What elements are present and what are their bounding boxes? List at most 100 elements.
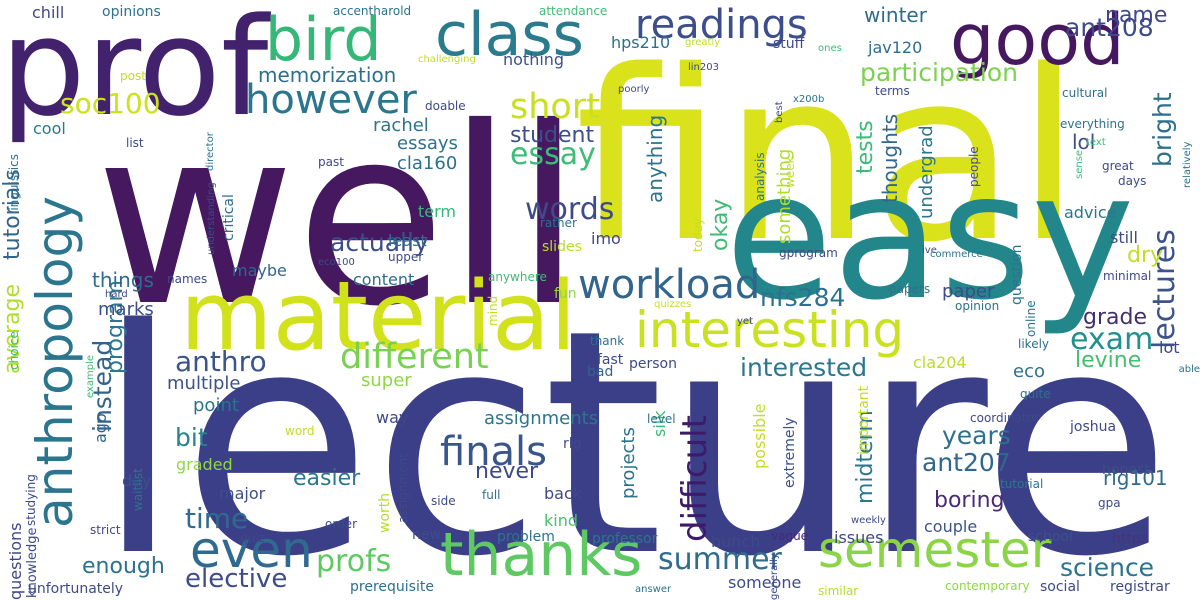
word-189: past	[318, 155, 344, 169]
word-5: material	[180, 262, 577, 372]
word-7: class	[435, 0, 584, 70]
word-135: coordinator	[970, 411, 1039, 425]
word-169: accentharold	[333, 4, 412, 18]
word-126: contemporary	[945, 579, 1030, 593]
word-86: cool	[33, 119, 66, 138]
word-171: challenging	[418, 54, 476, 65]
word-12: semester	[818, 521, 1052, 579]
word-192: eco100	[318, 257, 355, 268]
word-144: opinion	[955, 299, 1000, 313]
word-79: assignments	[484, 408, 599, 429]
word-15: however	[245, 77, 417, 123]
word-30: bright	[1148, 92, 1177, 167]
word-150: yet	[737, 316, 753, 327]
word-101: eco	[1013, 361, 1045, 382]
word-85: question	[1009, 244, 1025, 305]
word-102: cla204	[913, 353, 967, 372]
word-69: cla160	[397, 153, 458, 174]
word-77: super	[361, 370, 412, 391]
word-108: lot	[1159, 338, 1180, 357]
word-68: maybe	[232, 261, 287, 280]
word-149: quizzes	[654, 299, 692, 310]
word-39: interested	[740, 353, 868, 382]
word-3: easy	[725, 136, 1135, 339]
word-118: vague	[771, 529, 809, 543]
word-60: lol	[1072, 130, 1096, 154]
word-123: unfortunately	[28, 581, 124, 597]
word-59: rachel	[373, 115, 429, 136]
word-162: quiz	[240, 531, 265, 545]
word-71: term	[418, 202, 456, 221]
word-23: summer	[658, 542, 782, 577]
word-26: soc100	[60, 87, 161, 120]
word-184: relatively	[1182, 141, 1193, 188]
word-16: finals	[440, 429, 548, 475]
word-38: ant207	[922, 448, 1011, 477]
word-82: least	[388, 231, 427, 250]
word-115: new	[412, 527, 441, 543]
word-61: winter	[864, 3, 927, 27]
word-99: important	[856, 385, 872, 456]
word-41: nfs284	[760, 283, 846, 312]
word-139: online	[1024, 300, 1038, 337]
word-46: boring	[934, 488, 1005, 513]
word-131: generally	[769, 553, 780, 600]
word-127: social	[1040, 579, 1080, 595]
word-13: even	[190, 521, 313, 579]
word-167: chill	[32, 3, 65, 22]
word-10: interesting	[635, 301, 905, 359]
word-110: fun	[554, 286, 577, 302]
word-112: fast	[597, 352, 624, 368]
word-152: anywhere	[488, 270, 547, 284]
word-47: bit	[175, 423, 208, 452]
word-145: papers	[889, 282, 931, 296]
word-193: doable	[425, 99, 466, 113]
word-161: order	[325, 517, 357, 531]
word-154: names	[167, 272, 208, 286]
word-143: gprogram	[779, 246, 838, 260]
word-54: name	[1105, 3, 1168, 28]
word-125: similar	[818, 584, 859, 598]
word-27: participation	[860, 58, 1018, 87]
word-53: grade	[1083, 305, 1147, 330]
word-182: great	[1102, 159, 1134, 173]
word-66: jav120	[868, 38, 923, 57]
word-20: short	[510, 87, 600, 127]
word-55: dry	[1127, 243, 1164, 268]
word-133: gpa	[1098, 496, 1121, 510]
word-130: weekly	[851, 515, 886, 526]
word-78: way	[376, 408, 409, 427]
word-97: possible	[750, 403, 769, 470]
word-188: list	[126, 136, 144, 150]
word-181: text	[1086, 137, 1106, 148]
word-132: tutorial	[1000, 477, 1044, 491]
word-80: point	[193, 395, 239, 416]
word-111: slides	[542, 239, 582, 255]
word-63: essays	[397, 133, 458, 154]
word-64: nothing	[503, 50, 565, 69]
word-93: back	[544, 484, 583, 503]
word-173: ones	[818, 43, 842, 54]
word-1: lecture	[95, 264, 1172, 600]
word-56: levine	[1075, 348, 1142, 373]
word-164: hard	[105, 289, 128, 300]
word-95: projects	[618, 426, 639, 499]
word-62: things	[92, 268, 154, 292]
word-83: still	[1110, 228, 1138, 247]
word-156: word	[285, 424, 315, 438]
word-178: terms	[875, 84, 910, 98]
word-37: actually	[330, 228, 429, 257]
word-183: sense	[1074, 149, 1085, 179]
word-92: graded	[176, 455, 233, 474]
word-121: questions	[6, 522, 25, 600]
word-48: enough	[82, 554, 165, 579]
word-151: mind	[486, 295, 500, 326]
word-158: studying	[24, 473, 38, 526]
word-114: rlg	[563, 436, 582, 452]
word-40: years	[942, 421, 1011, 450]
word-45: easier	[293, 466, 361, 491]
word-87: stuff	[773, 36, 805, 52]
word-28: exam	[1070, 322, 1154, 357]
word-134: joshua	[1070, 419, 1117, 435]
